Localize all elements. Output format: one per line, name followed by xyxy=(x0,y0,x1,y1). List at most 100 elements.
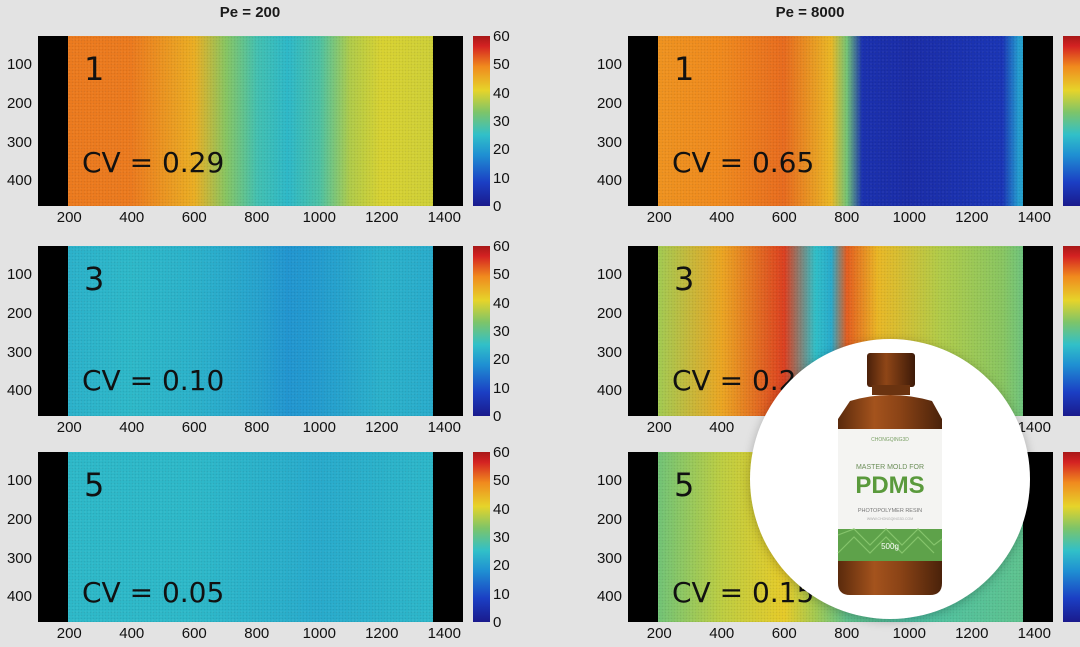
mask-band xyxy=(433,452,463,622)
x-tick-label: 400 xyxy=(709,419,735,436)
mask-band xyxy=(1023,246,1053,416)
y-tick-label: 200 xyxy=(596,304,622,322)
panel-number: 5 xyxy=(674,466,695,504)
x-tick-label: 200 xyxy=(646,419,672,436)
colorbar xyxy=(473,246,490,416)
colorbar-tick-label: 10 xyxy=(493,169,510,187)
colorbar-tick-label: 10 xyxy=(493,379,510,397)
x-tick-label: 1200 xyxy=(365,209,399,226)
product-subtitle: PHOTOPOLYMER RESIN xyxy=(858,508,922,514)
x-tick-label: 200 xyxy=(646,209,672,226)
y-tick-label: 400 xyxy=(596,172,622,190)
product-small-text: WWW.CHONGQING3D.COM xyxy=(867,517,913,521)
heatmap-plot: 1 CV = 0.65 xyxy=(628,36,1053,206)
resin-bottle-image: CHONGQING3D MASTER MOLD FOR PDMS PHOTOPO… xyxy=(837,353,943,595)
colorbar xyxy=(1063,36,1080,206)
x-tick-label: 400 xyxy=(119,209,145,226)
colorbar-tick-label: 0 xyxy=(493,198,502,215)
panel-number: 5 xyxy=(84,466,105,504)
col-title-left: Pe = 200 xyxy=(219,4,281,21)
y-tick-label: 300 xyxy=(596,133,622,151)
x-tick-label: 200 xyxy=(56,419,82,436)
y-tick-label: 200 xyxy=(596,94,622,112)
x-tick-label: 600 xyxy=(181,625,207,642)
col-title-right: Pe = 8000 xyxy=(775,4,845,21)
colorbar-tick-label: 40 xyxy=(493,294,510,312)
colorbar-tick-label: 20 xyxy=(493,351,510,369)
x-tick-label: 1000 xyxy=(302,209,336,226)
x-tick-label: 1400 xyxy=(1017,419,1051,436)
colorbar-tick-label: 50 xyxy=(493,56,510,74)
cv-annotation: CV = 0.65 xyxy=(672,146,815,179)
colorbar-tick-label: 30 xyxy=(493,323,510,340)
mask-band xyxy=(433,246,463,416)
heatmap-texture xyxy=(38,452,463,622)
y-tick-label: 100 xyxy=(6,266,32,283)
x-tick-label: 1200 xyxy=(365,625,399,642)
product-weight: 500g xyxy=(881,542,899,551)
x-tick-label: 1400 xyxy=(427,625,461,642)
x-tick-label: 800 xyxy=(834,625,860,642)
product-brand: CHONGQING3D xyxy=(871,437,909,443)
mask-band xyxy=(433,36,463,206)
x-tick-label: 1400 xyxy=(427,209,461,226)
y-tick-label: 300 xyxy=(6,133,32,151)
y-tick-label: 200 xyxy=(6,510,32,528)
y-tick-label: 100 xyxy=(6,56,32,73)
x-tick-label: 1200 xyxy=(955,209,989,226)
y-tick-label: 300 xyxy=(6,343,32,361)
mask-band xyxy=(628,36,658,206)
panel-number: 3 xyxy=(674,260,695,298)
y-tick-label: 200 xyxy=(596,510,622,528)
colorbar-tick-label: 50 xyxy=(493,472,510,490)
x-tick-label: 800 xyxy=(244,419,270,436)
heatmap-field xyxy=(38,452,463,622)
x-tick-label: 200 xyxy=(56,209,82,226)
y-tick-label: 100 xyxy=(6,472,32,489)
y-tick-label: 400 xyxy=(6,172,32,190)
x-tick-label: 200 xyxy=(646,625,672,642)
x-tick-label: 600 xyxy=(181,419,207,436)
x-tick-label: 400 xyxy=(709,625,735,642)
heatmap-field xyxy=(38,246,463,416)
mask-band xyxy=(38,246,68,416)
x-tick-label: 1400 xyxy=(427,419,461,436)
x-tick-label: 1400 xyxy=(1017,625,1051,642)
cv-annotation: CV = 0.10 xyxy=(82,364,225,397)
mask-band xyxy=(628,452,658,622)
x-tick-label: 1200 xyxy=(365,419,399,436)
mask-band xyxy=(1023,36,1053,206)
heatmap-field xyxy=(38,36,463,206)
colorbar-tick-label: 20 xyxy=(493,557,510,575)
x-tick-label: 600 xyxy=(771,625,797,642)
heatmap-plot: 5 CV = 0.05 xyxy=(38,452,463,622)
panel-number: 1 xyxy=(84,50,105,88)
x-tick-label: 800 xyxy=(244,209,270,226)
x-tick-label: 800 xyxy=(834,209,860,226)
y-tick-label: 100 xyxy=(596,56,622,73)
colorbar-tick-label: 60 xyxy=(493,28,510,45)
cv-annotation: CV = 0.15 xyxy=(672,576,815,609)
mask-band xyxy=(628,246,658,416)
panel-number: 3 xyxy=(84,260,105,298)
product-overlay: CHONGQING3D MASTER MOLD FOR PDMS PHOTOPO… xyxy=(750,339,1030,619)
x-tick-label: 1200 xyxy=(955,625,989,642)
y-tick-label: 200 xyxy=(6,304,32,322)
y-tick-label: 300 xyxy=(596,343,622,361)
colorbar-tick-label: 30 xyxy=(493,529,510,546)
colorbar-tick-label: 20 xyxy=(493,141,510,159)
colorbar-tick-label: 40 xyxy=(493,84,510,102)
heatmap-texture xyxy=(628,36,1053,206)
heatmap-plot: 3 CV = 0.10 xyxy=(38,246,463,416)
y-tick-label: 100 xyxy=(596,266,622,283)
panel-number: 1 xyxy=(674,50,695,88)
x-tick-label: 1000 xyxy=(302,419,336,436)
product-name: PDMS xyxy=(855,472,924,499)
y-tick-label: 400 xyxy=(6,382,32,400)
colorbar xyxy=(473,36,490,206)
colorbar xyxy=(473,452,490,622)
colorbar xyxy=(1063,246,1080,416)
y-tick-label: 400 xyxy=(596,588,622,606)
x-tick-label: 1400 xyxy=(1017,209,1051,226)
x-tick-label: 600 xyxy=(181,209,207,226)
